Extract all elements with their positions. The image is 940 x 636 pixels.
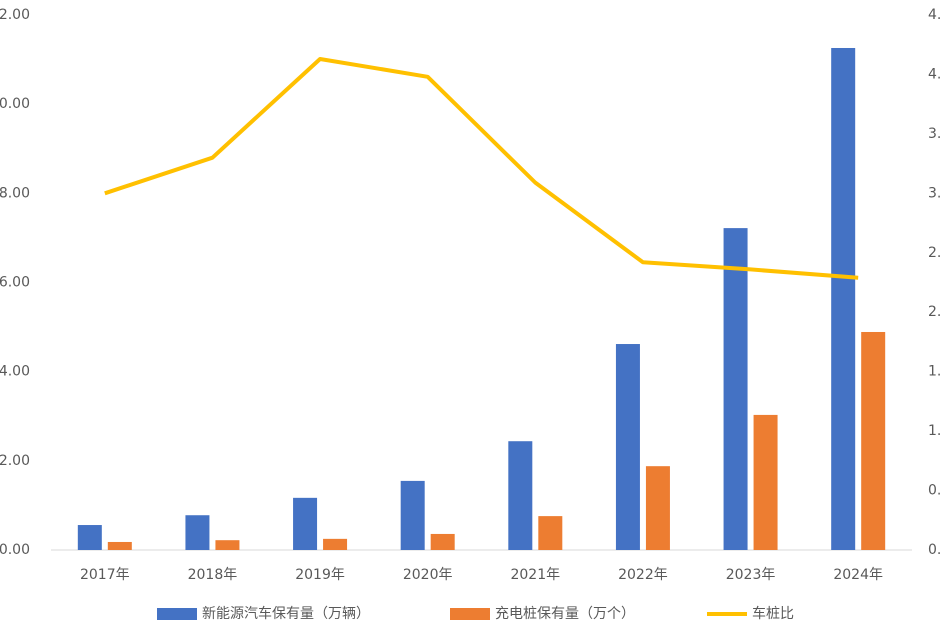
bar — [615, 344, 640, 550]
y-tick-label: 10.00 — [0, 96, 30, 112]
bar — [400, 480, 425, 550]
y2-tick-label: 0.50 — [928, 483, 940, 499]
x-tick-label: 2018年 — [188, 567, 238, 583]
bar — [753, 414, 778, 550]
y2-tick-label: 4.50 — [928, 7, 940, 23]
x-tick-label: 2019年 — [295, 567, 345, 583]
bar — [77, 525, 102, 550]
bar — [645, 466, 670, 550]
y2-tick-label: 1.50 — [928, 364, 940, 380]
y2-tick-label: 2.50 — [928, 245, 940, 261]
y-tick-label: 12.00 — [0, 7, 30, 23]
x-tick-label: 2020年 — [403, 567, 453, 583]
x-tick-label: 2021年 — [510, 567, 560, 583]
y2-tick-label: 0.00 — [928, 542, 940, 558]
bar — [861, 331, 886, 550]
x-tick-label: 2017年 — [80, 567, 130, 583]
bar — [430, 533, 455, 550]
y2-tick-label: 4.00 — [928, 66, 940, 82]
bar — [538, 516, 563, 550]
legend-label: 新能源汽车保有量（万辆） — [202, 605, 370, 622]
line — [104, 56, 859, 280]
legend-swatch — [450, 608, 490, 620]
x-tick-label: 2023年 — [726, 567, 776, 583]
bar — [185, 515, 210, 550]
bar — [107, 541, 132, 550]
x-tick-label: 2022年 — [618, 567, 668, 583]
y-tick-label: 8.00 — [0, 185, 30, 201]
y-tick-label: 2.00 — [0, 453, 30, 469]
y-tick-label: 0.00 — [0, 542, 30, 558]
y-tick-label: 4.00 — [0, 364, 30, 380]
legend-label: 车桩比 — [752, 605, 794, 622]
y2-tick-label: 3.50 — [928, 126, 940, 142]
y2-tick-label: 2.00 — [928, 304, 940, 320]
legend-swatch — [157, 608, 197, 620]
bar — [215, 540, 240, 550]
bar — [323, 538, 348, 550]
legend-label: 充电桩保有量（万个） — [495, 605, 635, 622]
bar — [723, 228, 748, 550]
y2-tick-label: 3.00 — [928, 185, 940, 201]
x-tick-label: 2024年 — [833, 567, 883, 583]
bar — [831, 47, 856, 550]
bar — [293, 497, 318, 550]
bar — [508, 441, 533, 550]
y2-tick-label: 1.00 — [928, 423, 940, 439]
y-tick-label: 6.00 — [0, 275, 30, 291]
